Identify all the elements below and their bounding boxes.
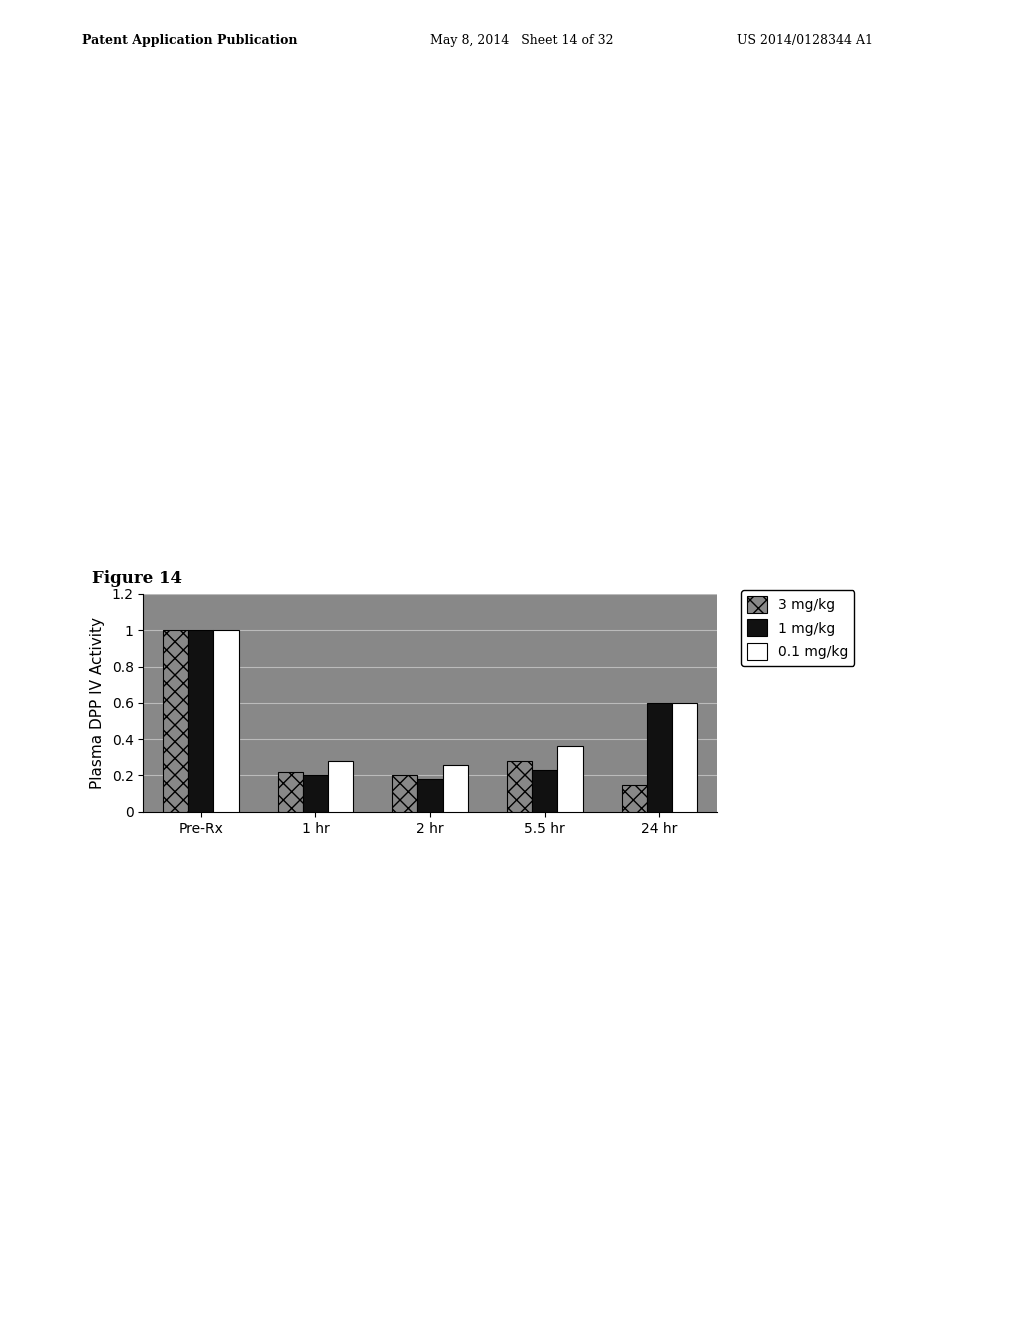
Bar (392, 776, 418, 812)
Bar (532, 770, 557, 812)
Legend: 3 mg/kg, 1 mg/kg, 0.1 mg/kg: 3 mg/kg, 1 mg/kg, 0.1 mg/kg (741, 590, 854, 665)
Bar (418, 779, 442, 812)
Y-axis label: Plasma DPP IV Activity: Plasma DPP IV Activity (90, 616, 104, 789)
Bar (278, 772, 303, 812)
Bar (442, 764, 468, 812)
Bar (507, 760, 532, 812)
Bar (647, 702, 672, 812)
Text: May 8, 2014   Sheet 14 of 32: May 8, 2014 Sheet 14 of 32 (430, 34, 613, 48)
Text: Patent Application Publication: Patent Application Publication (82, 34, 297, 48)
Bar (303, 776, 328, 812)
Bar (213, 630, 239, 812)
Bar (188, 630, 213, 812)
Bar (163, 630, 188, 812)
Text: US 2014/0128344 A1: US 2014/0128344 A1 (737, 34, 873, 48)
Bar (622, 784, 647, 812)
Text: Figure 14: Figure 14 (92, 570, 182, 587)
Bar (672, 702, 697, 812)
Bar (557, 747, 583, 812)
Bar (328, 760, 353, 812)
